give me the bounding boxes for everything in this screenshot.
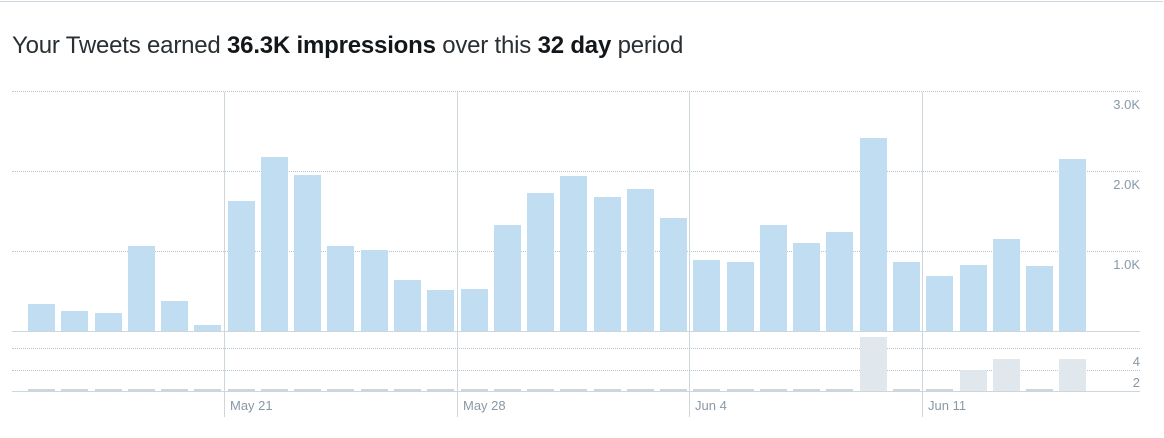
gridline bbox=[12, 171, 1140, 172]
impressions-bar[interactable] bbox=[660, 218, 687, 331]
impressions-bar[interactable] bbox=[461, 289, 488, 331]
impressions-bar[interactable] bbox=[228, 201, 255, 331]
impressions-bar[interactable] bbox=[128, 246, 155, 331]
engagement-bar[interactable] bbox=[1059, 358, 1086, 391]
engagement-bar bbox=[1026, 389, 1053, 391]
x-axis-label: May 21 bbox=[230, 398, 273, 413]
impressions-bar[interactable] bbox=[993, 239, 1020, 331]
date-marker-line bbox=[224, 92, 225, 417]
engagement-y-label: 2 bbox=[1132, 375, 1140, 390]
engagement-bar bbox=[627, 389, 654, 391]
impressions-bar[interactable] bbox=[594, 197, 621, 331]
title-middle: over this bbox=[435, 32, 538, 59]
engagement-bar bbox=[95, 389, 122, 391]
impressions-bar[interactable] bbox=[1026, 266, 1053, 331]
impressions-bar[interactable] bbox=[560, 175, 587, 331]
impressions-bar[interactable] bbox=[61, 311, 88, 331]
x-axis-label: Jun 4 bbox=[695, 398, 727, 413]
engagement-bar bbox=[660, 389, 687, 391]
engagement-bar[interactable] bbox=[993, 358, 1020, 391]
engagement-y-label: 4 bbox=[1132, 354, 1140, 369]
impressions-bar[interactable] bbox=[161, 301, 188, 331]
impressions-bar[interactable] bbox=[394, 279, 421, 331]
engagement-bar bbox=[327, 389, 354, 391]
impressions-bar[interactable] bbox=[194, 325, 221, 331]
engagement-bar bbox=[826, 389, 853, 391]
x-axis-label: May 28 bbox=[463, 398, 506, 413]
chart-title: Your Tweets earned 36.3K impressions ove… bbox=[12, 32, 683, 60]
engagement-bar bbox=[361, 389, 388, 391]
engagement-bar bbox=[294, 389, 321, 391]
top-border bbox=[0, 1, 1163, 2]
x-axis-baseline bbox=[12, 331, 1140, 332]
engagement-bar bbox=[228, 389, 255, 391]
impressions-bar[interactable] bbox=[826, 231, 853, 331]
title-period: 32 day bbox=[537, 32, 612, 59]
title-prefix: Your Tweets earned bbox=[12, 32, 228, 59]
engagement-bar bbox=[926, 389, 953, 391]
impressions-bar[interactable] bbox=[361, 250, 388, 331]
engagement-gridline bbox=[12, 348, 1140, 349]
title-suffix: period bbox=[611, 32, 684, 59]
engagement-bar bbox=[560, 389, 587, 391]
impressions-bar[interactable] bbox=[627, 189, 654, 331]
engagement-bar bbox=[161, 389, 188, 391]
engagement-bar bbox=[494, 389, 521, 391]
impressions-bar[interactable] bbox=[294, 175, 321, 331]
engagement-bar bbox=[693, 389, 720, 391]
impressions-bar[interactable] bbox=[327, 246, 354, 331]
impressions-bar[interactable] bbox=[494, 225, 521, 331]
engagement-bar bbox=[427, 389, 454, 391]
impressions-bar[interactable] bbox=[960, 265, 987, 331]
impressions-bar[interactable] bbox=[28, 303, 55, 331]
date-marker-line bbox=[457, 92, 458, 417]
impressions-bar[interactable] bbox=[926, 275, 953, 331]
impressions-bar[interactable] bbox=[793, 243, 820, 331]
engagement-bar bbox=[793, 389, 820, 391]
engagement-bar bbox=[128, 389, 155, 391]
x-axis-label: Jun 11 bbox=[928, 398, 967, 413]
title-impressions: 36.3K impressions bbox=[227, 32, 436, 59]
y-axis-label: 1.0K bbox=[1113, 257, 1140, 272]
date-marker-line bbox=[922, 92, 923, 417]
engagement-bar bbox=[194, 389, 221, 391]
impressions-bar[interactable] bbox=[760, 225, 787, 331]
impressions-bar[interactable] bbox=[893, 262, 920, 331]
impressions-bar[interactable] bbox=[1059, 159, 1086, 331]
impressions-bar[interactable] bbox=[95, 313, 122, 331]
engagement-bar bbox=[261, 389, 288, 391]
engagement-bar bbox=[760, 389, 787, 391]
impressions-bar[interactable] bbox=[427, 289, 454, 331]
y-axis-label: 2.0K bbox=[1113, 177, 1140, 192]
impressions-bar[interactable] bbox=[693, 259, 720, 331]
engagement-baseline bbox=[12, 391, 1140, 392]
engagement-bar bbox=[61, 389, 88, 391]
impressions-bar[interactable] bbox=[727, 262, 754, 331]
engagement-bar bbox=[394, 389, 421, 391]
engagement-bar bbox=[28, 389, 55, 391]
impressions-bar[interactable] bbox=[261, 157, 288, 331]
engagement-bar bbox=[727, 389, 754, 391]
gridline bbox=[12, 91, 1140, 92]
date-marker-line bbox=[689, 92, 690, 417]
engagement-bar bbox=[461, 389, 488, 391]
engagement-bar bbox=[527, 389, 554, 391]
engagement-bar bbox=[594, 389, 621, 391]
y-axis-label: 3.0K bbox=[1113, 97, 1140, 112]
engagement-bar bbox=[893, 389, 920, 391]
impressions-bar[interactable] bbox=[527, 193, 554, 331]
engagement-bar[interactable] bbox=[860, 337, 887, 391]
engagement-bar[interactable] bbox=[960, 369, 987, 391]
engagement-gridline bbox=[12, 369, 1140, 371]
impressions-bar[interactable] bbox=[860, 137, 887, 331]
